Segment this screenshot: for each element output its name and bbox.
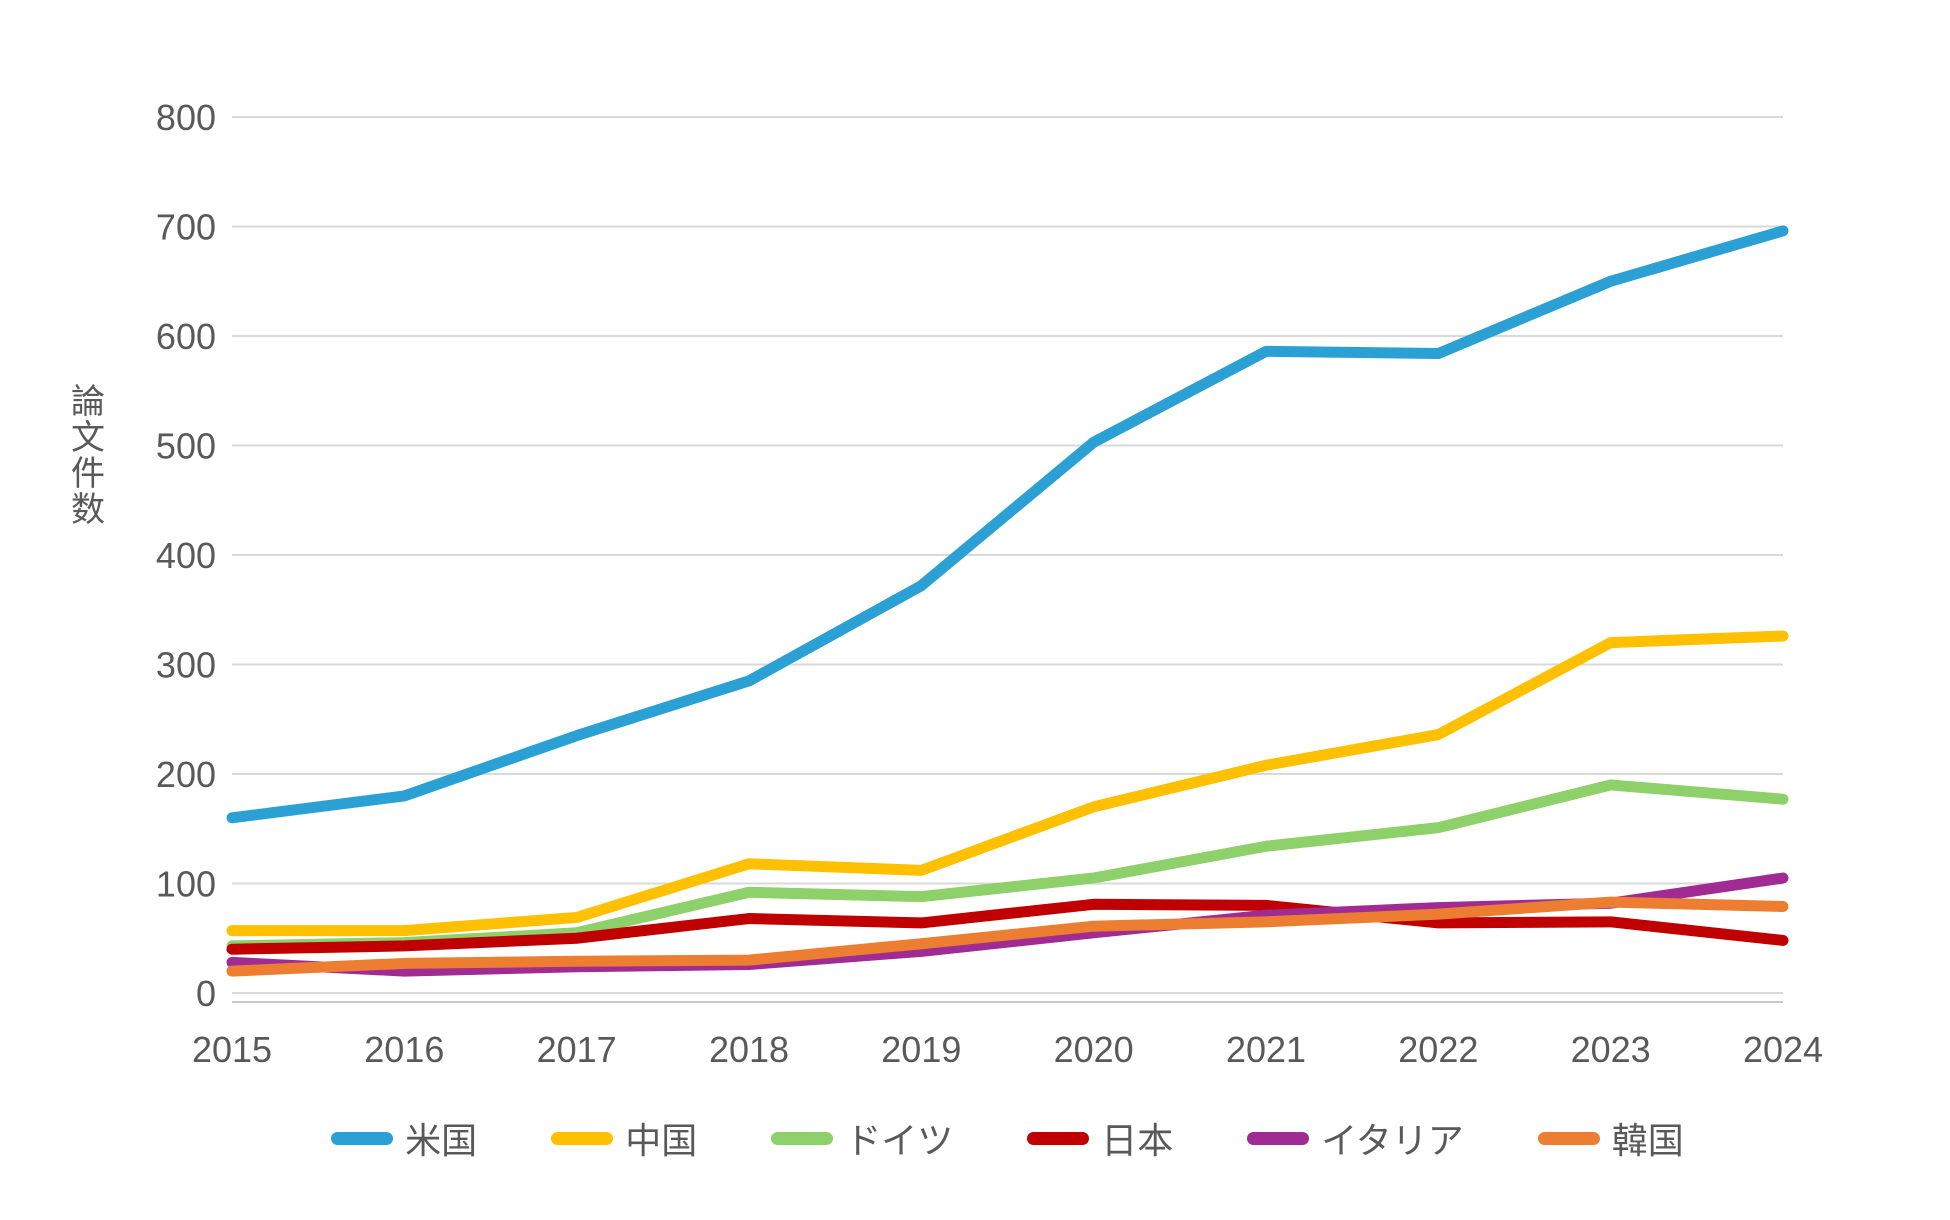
legend-item-china: 中国 xyxy=(551,1112,697,1164)
legend: 米国 中国 ドイツ 日本 イタリア 韓国 xyxy=(232,1110,1783,1166)
y-tick-label-800: 800 xyxy=(156,97,216,138)
legend-swatch-china xyxy=(551,1131,614,1145)
x-tick-label-2015: 2015 xyxy=(192,1029,272,1070)
legend-label-italy: イタリア xyxy=(1321,1120,1464,1161)
legend-label-korea: 韓国 xyxy=(1611,1120,1684,1161)
y-tick-label-0: 0 xyxy=(196,973,216,1014)
legend-label-china: 中国 xyxy=(625,1120,698,1161)
y-axis-title: 論文件数 xyxy=(65,383,104,527)
legend-item-japan: 日本 xyxy=(1027,1112,1173,1164)
series-line-korea xyxy=(226,896,1789,977)
legend-item-italy: イタリア xyxy=(1247,1112,1464,1164)
y-tick-label-400: 400 xyxy=(156,535,216,576)
legend-label-germany: ドイツ xyxy=(845,1120,954,1161)
x-tick-label-2021: 2021 xyxy=(1226,1029,1306,1070)
legend-item-germany: ドイツ xyxy=(771,1112,953,1164)
legend-swatch-usa xyxy=(331,1131,394,1145)
legend-label-usa: 米国 xyxy=(405,1120,478,1161)
x-tick-label-2019: 2019 xyxy=(881,1029,961,1070)
series-line-china xyxy=(226,630,1789,937)
series-line-usa xyxy=(226,225,1789,824)
x-tick-label-2016: 2016 xyxy=(364,1029,444,1070)
legend-swatch-germany xyxy=(771,1131,834,1145)
y-tick-label-700: 700 xyxy=(156,207,216,248)
x-tick-label-2020: 2020 xyxy=(1054,1029,1134,1070)
legend-item-korea: 韓国 xyxy=(1537,1112,1684,1164)
legend-swatch-korea xyxy=(1537,1131,1600,1145)
legend-item-usa: 米国 xyxy=(331,1112,477,1164)
legend-swatch-italy xyxy=(1247,1131,1310,1145)
y-tick-label-100: 100 xyxy=(156,864,216,905)
series-line-japan xyxy=(226,898,1789,955)
y-tick-label-300: 300 xyxy=(156,645,216,686)
x-tick-label-2023: 2023 xyxy=(1571,1029,1651,1070)
y-tick-label-500: 500 xyxy=(156,426,216,467)
x-tick-label-2024: 2024 xyxy=(1743,1029,1823,1070)
legend-label-japan: 日本 xyxy=(1101,1120,1174,1161)
legend-swatch-japan xyxy=(1027,1131,1090,1145)
x-tick-label-2022: 2022 xyxy=(1398,1029,1478,1070)
x-tick-label-2018: 2018 xyxy=(709,1029,789,1070)
x-tick-label-2017: 2017 xyxy=(537,1029,617,1070)
y-tick-label-200: 200 xyxy=(156,754,216,795)
y-tick-label-600: 600 xyxy=(156,316,216,357)
